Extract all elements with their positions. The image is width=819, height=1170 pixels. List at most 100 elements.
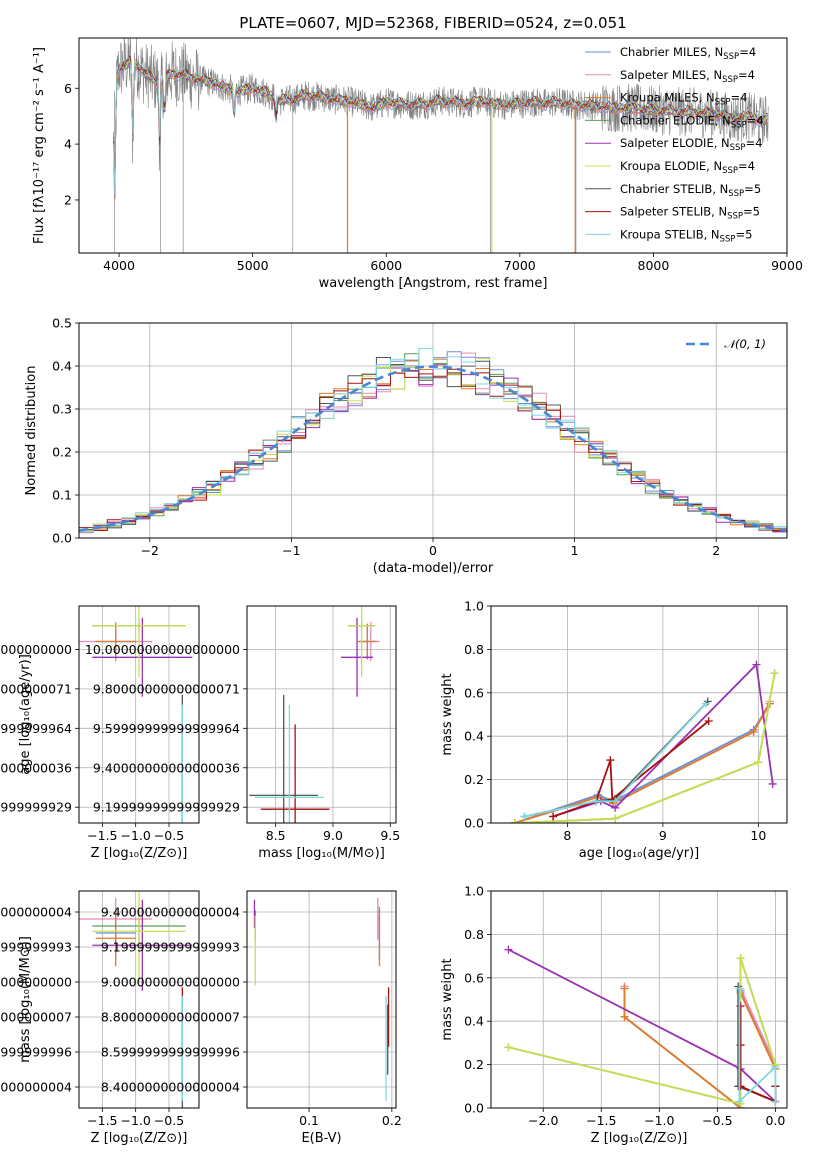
model-spectrum-4 <box>113 58 769 196</box>
residual-hist-6 <box>79 357 787 532</box>
chart-residuals: −2 −1 0 1 2 0.0 0.1 0.2 0.3 0.4 0.5 (data-model)/er… <box>24 316 788 576</box>
weight-marker <box>770 669 779 678</box>
x-axis-label: Z [log₁₀(Z/Z⊙)] <box>91 1131 188 1146</box>
errorbar-point-8 <box>181 996 183 1101</box>
y-tick-label: 6 <box>64 81 72 96</box>
legend-entry: Salpeter ELODIE, NSSP=4 <box>620 136 763 153</box>
chart-mass_vs_z: −1.5−1.0 −0.5 8.4000000000000004 8.59999999… <box>0 890 200 1146</box>
y-tick-label: 2 <box>64 192 72 207</box>
x-tick-label: 9.5 <box>380 828 400 843</box>
y-tick-label: 0.0 <box>464 816 484 831</box>
residual-hist-8 <box>79 348 787 533</box>
weight-marker <box>735 1097 744 1106</box>
y-tick-label: 9.80000000000000071 <box>0 681 72 696</box>
weight-marker <box>749 727 758 736</box>
weight-marker <box>620 1012 629 1021</box>
y-tick-label: 0.4 <box>464 729 484 744</box>
y-tick-label: 9.80000000000000071 <box>93 681 240 696</box>
x-tick-label: 1 <box>571 543 579 558</box>
errorbar-point-2 <box>358 623 377 660</box>
errorbar-point-6 <box>249 694 319 823</box>
errorbar-point-4 <box>92 617 193 697</box>
y-tick-label: 9.4000000000000004 <box>101 905 240 920</box>
x-tick-label: 0.0 <box>765 1113 785 1128</box>
observed-spectrum <box>113 38 769 188</box>
plot-area <box>504 945 780 1108</box>
weight-marker <box>611 797 620 806</box>
weight-series-8 <box>735 984 780 1106</box>
y-axis-label: mass weight <box>440 958 455 1040</box>
weight-marker <box>736 954 745 963</box>
weight-marker <box>736 1002 745 1011</box>
x-tick-label: −1 <box>282 543 300 558</box>
model-spectrum-6 <box>113 58 769 192</box>
x-tick-label: −2 <box>141 543 159 558</box>
weight-line <box>514 703 771 823</box>
legend-entry: Chabrier ELODIE, NSSP=4 <box>620 113 764 130</box>
legend-entry: Kroupa STELIB, NSSP=5 <box>620 227 752 244</box>
model-spectrum-8 <box>113 57 769 197</box>
weight-marker <box>549 812 558 821</box>
plot-area <box>249 606 380 823</box>
legend-nssp: 4 <box>756 113 763 127</box>
weight-marker <box>504 1043 513 1052</box>
weight-marker <box>754 758 763 767</box>
y-tick-label: 0.4 <box>464 1014 484 1029</box>
y-axis-label: mass [log₁₀(M/M⊙)] <box>18 936 33 1063</box>
weight-marker <box>704 717 713 726</box>
legend-entry: Chabrier MILES, NSSP=4 <box>620 45 756 62</box>
weight-line <box>514 673 776 823</box>
x-tick-label: 8.5 <box>266 828 286 843</box>
errorbar-point-5 <box>92 891 186 984</box>
legend-model-name: Salpeter MILES <box>620 68 706 82</box>
x-tick-label: −2.0 <box>528 1113 558 1128</box>
legend-nssp: 4 <box>749 45 756 59</box>
y-tick-label: 9.40000000000000036 <box>0 760 72 775</box>
weight-line <box>514 701 771 823</box>
y-tick-label: 8.4000000000000004 <box>0 1080 72 1095</box>
y-tick-label: 9.1999999999999993 <box>101 940 240 955</box>
figure-title: PLATE=0607, MJD=52368, FIBERID=0524, z=0… <box>239 14 626 32</box>
y-axis-label: age [log₁₀(age/yr)] <box>18 654 33 775</box>
axes-frame <box>78 890 200 1109</box>
y-tick-label: 10.00000000000000000 <box>85 642 240 657</box>
weight-line <box>514 673 776 823</box>
y-tick-label: 9.4000000000000004 <box>0 905 72 920</box>
y-tick-label: 10.00000000000000000 <box>0 642 72 657</box>
y-tick-label: 9.0000000000000000 <box>0 975 72 990</box>
x-tick-label: −1.0 <box>644 1113 674 1128</box>
x-tick-label: 6000 <box>370 258 402 273</box>
weight-marker <box>606 756 615 765</box>
chart-weight_vs_age: 8 9 10 0.0 0.2 0.4 0.6 0.8 1.0 age [log₁₀(age/yr)… <box>440 599 788 861</box>
y-tick-label: 9.59999999999999964 <box>93 721 240 736</box>
plot-area <box>79 348 787 534</box>
y-tick-label: 0.2 <box>464 1057 484 1072</box>
y-tick-label: 0.2 <box>464 772 484 787</box>
x-tick-label: −1.5 <box>87 828 117 843</box>
x-tick-label: 10 <box>750 828 766 843</box>
x-tick-label: −1.0 <box>120 1113 150 1128</box>
legend-entry: Kroupa ELODIE, NSSP=4 <box>620 159 755 176</box>
gaussian-curve <box>79 365 787 532</box>
y-tick-label: 0.6 <box>464 685 484 700</box>
weight-marker <box>620 984 629 993</box>
x-axis-label: age [log₁₀(age/yr)] <box>579 846 700 861</box>
y-tick-label: 4 <box>64 137 72 152</box>
errorbar-point-5 <box>347 606 376 678</box>
legend-entry: Salpeter STELIB, NSSP=5 <box>620 205 760 222</box>
x-tick-label: 0 <box>429 543 437 558</box>
weight-series-7 <box>736 1002 780 1106</box>
legend-model-name: Salpeter STELIB <box>620 205 711 219</box>
weight-marker <box>510 819 519 823</box>
errorbar-point-5 <box>92 606 186 678</box>
chart-age_vs_z: −1.5−1.0 −0.5 9.19999999999999929 9.4000000… <box>0 605 200 861</box>
y-tick-label: 9.19999999999999929 <box>0 800 72 815</box>
x-tick-label: 7000 <box>504 258 536 273</box>
weight-marker <box>504 945 513 954</box>
legend-model-name: Chabrier MILES <box>620 45 707 59</box>
spectrum-legend: Chabrier MILES, NSSP=4 Salpeter MILES, NS… <box>585 45 764 244</box>
plot-area <box>510 660 779 823</box>
errorbar-point-4 <box>92 899 193 991</box>
x-tick-label: 4000 <box>103 258 135 273</box>
legend-nssp: 5 <box>753 205 760 219</box>
